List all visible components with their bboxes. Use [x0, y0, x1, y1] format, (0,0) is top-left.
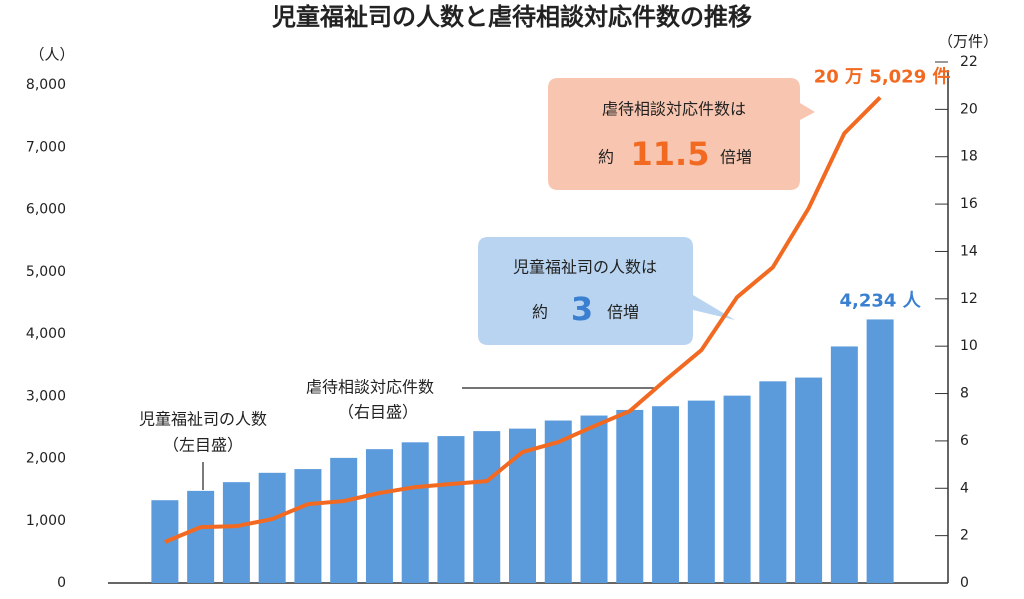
bar	[258, 472, 286, 583]
bar	[616, 409, 644, 583]
bar	[222, 482, 250, 583]
callout-heading: 虐待相談対応件数は	[602, 100, 746, 119]
bar	[687, 400, 715, 583]
y-tick-label: 6,000	[26, 202, 66, 218]
y2-tick-label: 20	[960, 101, 978, 117]
bar	[544, 420, 572, 583]
y-tick-label: 2,000	[26, 451, 66, 467]
series-label: 虐待相談対応件数	[306, 378, 434, 397]
y2-tick-label: 4	[960, 480, 969, 496]
bar	[365, 449, 393, 583]
y-tick-label: 0	[57, 575, 66, 591]
callout-suffix: 倍増	[607, 303, 639, 322]
callout-highlight: 3	[571, 290, 593, 328]
y2-tick-label: 22	[960, 54, 978, 70]
bar	[294, 469, 322, 583]
series-axis-note: （左目盛）	[163, 436, 243, 455]
bar	[759, 381, 787, 583]
y2-tick-label: 0	[960, 575, 969, 591]
y-tick-label: 3,000	[26, 388, 66, 404]
series-label: 児童福祉司の人数	[139, 410, 267, 429]
callout-prefix: 約	[598, 148, 614, 167]
callout-highlight: 11.5	[631, 135, 710, 173]
y2-unit-label: （万件）	[938, 33, 998, 51]
callout-suffix: 倍増	[720, 148, 752, 167]
callout-box	[478, 237, 735, 345]
bar	[580, 415, 608, 583]
y-tick-label: 1,000	[26, 513, 66, 529]
y-unit-label: （人）	[29, 46, 74, 64]
y2-tick-label: 14	[960, 243, 978, 259]
y2-tick-label: 18	[960, 149, 978, 165]
bar	[866, 319, 894, 583]
bar	[652, 406, 680, 583]
y-tick-label: 7,000	[26, 139, 66, 155]
y2-tick-label: 8	[960, 386, 969, 402]
bar	[830, 346, 858, 583]
callout-heading: 児童福祉司の人数は	[513, 258, 657, 277]
bar	[437, 436, 465, 583]
y-tick-label: 4,000	[26, 326, 66, 342]
y2-tick-label: 10	[960, 338, 978, 354]
y-tick-label: 8,000	[26, 77, 66, 93]
y2-tick-label: 12	[960, 291, 978, 307]
y2-tick-label: 2	[960, 528, 969, 544]
chart-title: 児童福祉司の人数と虐待相談対応件数の推移	[272, 3, 752, 31]
callout-box	[548, 78, 815, 190]
bar	[330, 457, 358, 583]
bar	[187, 490, 215, 583]
bar	[723, 395, 751, 583]
bar	[473, 431, 501, 583]
y2-tick-label: 16	[960, 196, 978, 212]
y-tick-label: 5,000	[26, 264, 66, 280]
value-label: 20 万 5,029 件	[814, 65, 951, 87]
series-axis-note: （右目盛）	[338, 403, 418, 422]
line	[164, 96, 882, 544]
bar	[795, 377, 823, 583]
callout-prefix: 約	[532, 303, 548, 322]
bar	[401, 442, 429, 583]
y2-tick-label: 6	[960, 433, 969, 449]
value-label: 4,234 人	[840, 290, 922, 311]
